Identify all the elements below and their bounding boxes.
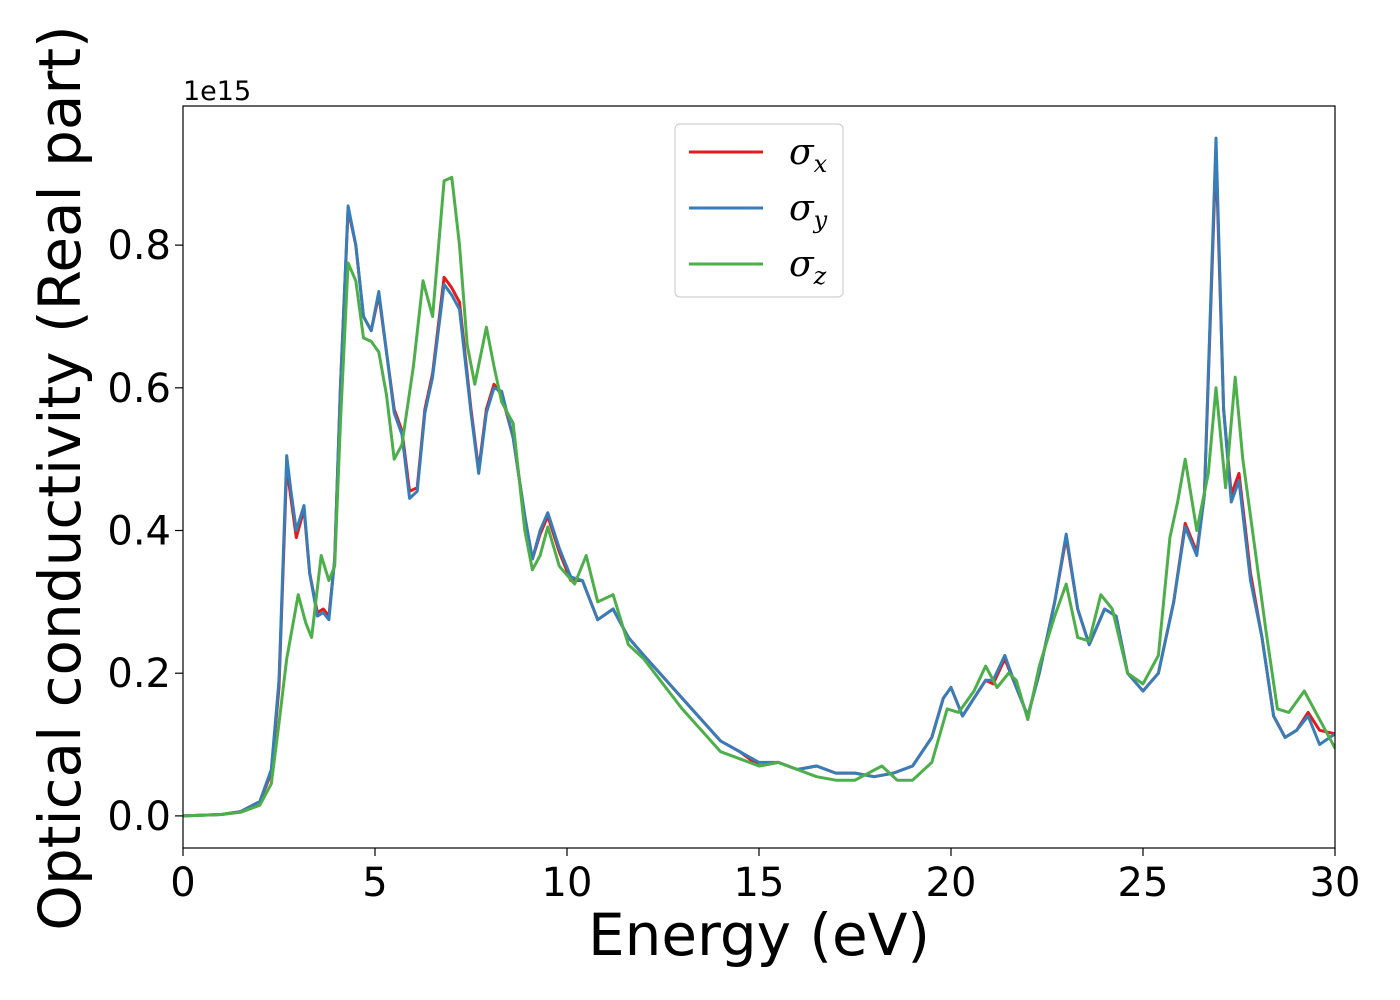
- y-axis-title: Optical conductivity (Real part): [26, 25, 94, 930]
- series-line-y: [183, 136, 1335, 818]
- legend-subscript: z: [813, 262, 827, 290]
- legend-label-x: σx: [789, 132, 828, 178]
- x-tick-label: 0: [170, 860, 195, 906]
- series-line-z: [183, 175, 1335, 818]
- y-axis: 0.0 0.2 0.4 0.6 0.8: [107, 223, 183, 840]
- series-layer: [183, 136, 1335, 818]
- y-tick-label: 0.6: [107, 366, 171, 412]
- legend-box: [674, 123, 844, 298]
- x-tick-label: 15: [734, 860, 785, 906]
- y-tick-label: 0.0: [107, 794, 171, 840]
- y-tick-label: 0.4: [107, 509, 171, 555]
- y-offset-text: 1e15: [183, 76, 251, 107]
- x-tick-label: 5: [362, 860, 387, 906]
- legend-symbol: σ: [789, 132, 815, 173]
- x-tick-label: 25: [1118, 860, 1169, 906]
- legend-symbol: σ: [789, 188, 815, 229]
- legend-label-y: σy: [789, 188, 828, 234]
- legend-symbol: σ: [789, 244, 815, 285]
- legend-label-z: σz: [789, 244, 827, 290]
- x-axis-title: Energy (eV): [588, 901, 930, 969]
- x-tick-label: 20: [926, 860, 977, 906]
- y-tick-label: 0.2: [107, 651, 171, 697]
- x-axis: 0 5 10 15 20 25 30: [170, 848, 1360, 906]
- x-tick-label: 30: [1310, 860, 1361, 906]
- legend-subscript: y: [813, 206, 828, 234]
- y-tick-label: 0.8: [107, 223, 171, 269]
- x-tick-label: 10: [542, 860, 593, 906]
- legend-subscript: x: [814, 150, 828, 178]
